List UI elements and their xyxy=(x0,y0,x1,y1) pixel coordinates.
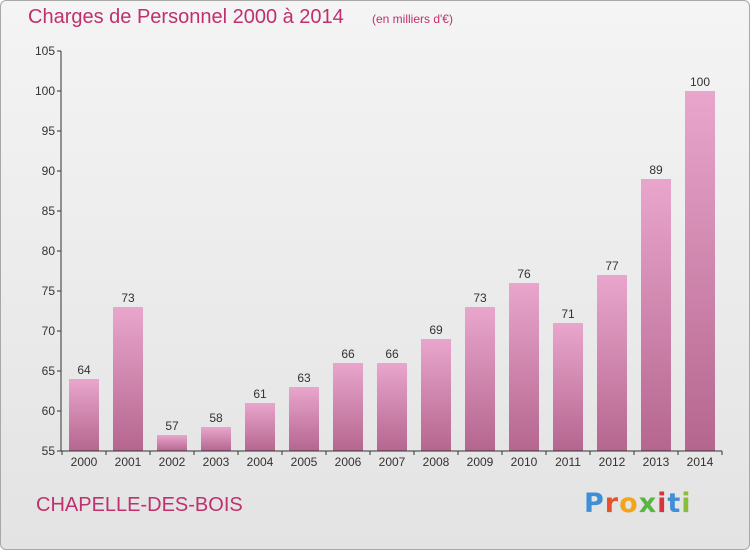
bars-layer: 64 73 57 58 61 63 66 66 69 73 76 71 77 89 100 xyxy=(69,75,715,451)
x-tick-label: 2007 xyxy=(379,455,406,469)
bar-2000 xyxy=(69,379,99,451)
bar-2001 xyxy=(113,307,143,451)
bar-2012 xyxy=(597,275,627,451)
data-label: 89 xyxy=(649,163,663,177)
data-label: 61 xyxy=(253,387,267,401)
logo-letter: t xyxy=(667,488,682,519)
bar-2013 xyxy=(641,179,671,451)
data-label: 66 xyxy=(341,347,355,361)
bar-2002 xyxy=(157,435,187,451)
y-tick-label: 60 xyxy=(42,404,56,418)
bar-2007 xyxy=(377,363,407,451)
x-tick-label: 2002 xyxy=(159,455,186,469)
x-tick-label: 2010 xyxy=(511,455,538,469)
bar-2014 xyxy=(685,91,715,451)
logo-letter: r xyxy=(604,488,620,519)
proxiti-logo[interactable]: Proxiti xyxy=(584,488,692,519)
y-tick-label: 85 xyxy=(42,204,56,218)
data-label: 71 xyxy=(561,307,575,321)
y-tick-label: 55 xyxy=(42,444,56,458)
x-tick-label: 2012 xyxy=(599,455,626,469)
x-tick-label: 2013 xyxy=(643,455,670,469)
data-label: 73 xyxy=(473,291,487,305)
bar-2008 xyxy=(421,339,451,451)
logo-letter: i xyxy=(681,488,692,519)
bar-2004 xyxy=(245,403,275,451)
bar-2009 xyxy=(465,307,495,451)
x-tick-label: 2001 xyxy=(115,455,142,469)
data-label: 73 xyxy=(121,291,135,305)
y-tick-label: 65 xyxy=(42,364,56,378)
data-label: 76 xyxy=(517,267,531,281)
chart-subtitle: (en milliers d'€) xyxy=(372,12,453,26)
y-tick-label: 95 xyxy=(42,124,56,138)
logo-letter: x xyxy=(638,488,658,519)
data-label: 57 xyxy=(165,419,179,433)
x-tick-label: 2014 xyxy=(687,455,714,469)
bar-2006 xyxy=(333,363,363,451)
logo-letter: o xyxy=(619,488,639,519)
commune-name: CHAPELLE-DES-BOIS xyxy=(36,494,243,516)
data-label: 64 xyxy=(77,363,91,377)
data-label: 63 xyxy=(297,371,311,385)
x-tick-label: 2000 xyxy=(71,455,98,469)
bar-2003 xyxy=(201,427,231,451)
y-tick-label: 90 xyxy=(42,164,56,178)
data-label: 77 xyxy=(605,259,619,273)
bar-2010 xyxy=(509,283,539,451)
chart-title: Charges de Personnel 2000 à 2014 xyxy=(28,6,344,28)
data-label: 69 xyxy=(429,323,443,337)
data-label: 58 xyxy=(209,411,223,425)
y-tick-label: 105 xyxy=(35,44,55,58)
x-tick-label: 2011 xyxy=(555,455,581,469)
x-tick-label: 2005 xyxy=(291,455,318,469)
logo-letter: i xyxy=(657,488,668,519)
x-tick-label: 2003 xyxy=(203,455,230,469)
y-tick-label: 70 xyxy=(42,324,56,338)
y-tick-label: 100 xyxy=(35,84,55,98)
data-label: 100 xyxy=(690,75,710,89)
data-label: 66 xyxy=(385,347,399,361)
x-tick-label: 2008 xyxy=(423,455,450,469)
x-tick-label: 2004 xyxy=(247,455,274,469)
bar-2005 xyxy=(289,387,319,451)
y-tick-label: 75 xyxy=(42,284,56,298)
bar-2011 xyxy=(553,323,583,451)
x-tick-label: 2006 xyxy=(335,455,362,469)
logo-letter: P xyxy=(584,488,605,519)
axes-layer: 55 60 65 70 75 80 85 90 95 100 105 2000 2001 2002 2003… xyxy=(35,44,723,469)
y-tick-label: 80 xyxy=(42,244,56,258)
x-tick-label: 2009 xyxy=(467,455,494,469)
